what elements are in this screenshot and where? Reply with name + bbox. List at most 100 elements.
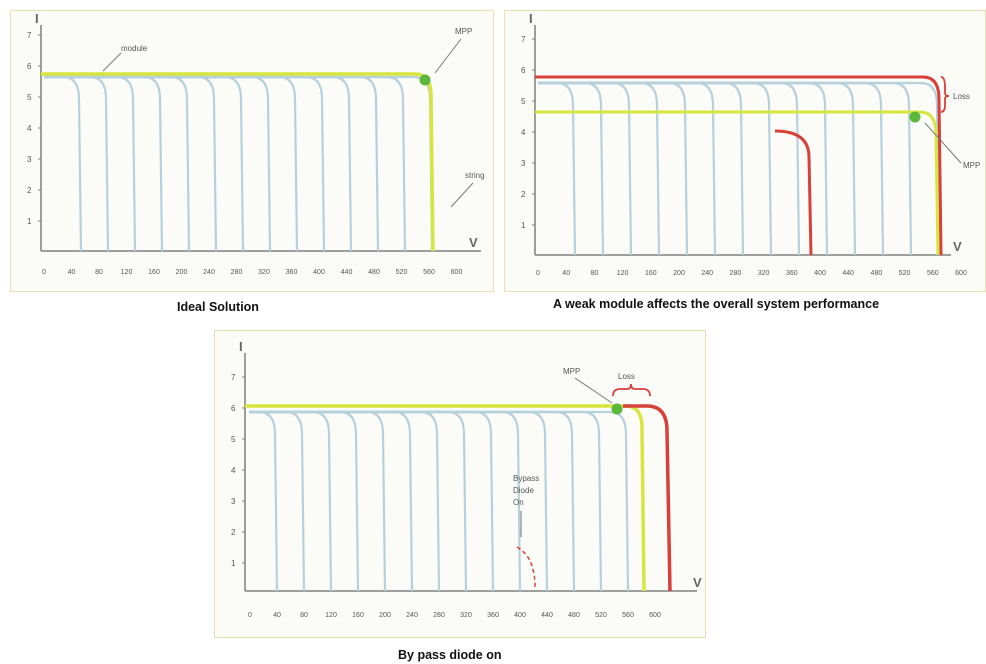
x-tick-label-560: 560 [423,269,435,276]
y-tick-label-4: 4 [521,128,526,137]
x-tick-label-160: 160 [645,270,657,277]
caption-bypass-diode: By pass diode on [398,648,502,662]
module-curve-4 [538,81,661,256]
y-tick-label-1: 1 [521,221,526,230]
bypass-label-line-1: Bypass [513,474,539,483]
x-tick-label-320: 320 [460,612,472,619]
module-curve-4 [44,75,164,252]
string-curve [245,404,646,592]
x-tick-label-40: 40 [562,270,570,277]
x-tick-label-600: 600 [451,269,463,276]
x-tick-label-160: 160 [148,269,160,276]
x-tick-label-360: 360 [487,612,499,619]
x-tick-label-120: 120 [121,269,133,276]
panel-bypass-diode: I V 1 2 3 4 5 6 7 0 40 80 120 160 200 240 280 320 360 400 44… [214,330,706,638]
y-tick-label-6: 6 [521,66,526,75]
y-tick-label-3: 3 [27,155,32,164]
x-tick-label-480: 480 [368,269,380,276]
x-tick-label-280: 280 [231,269,243,276]
mpp-point [909,111,921,123]
module-curve-1 [44,75,83,252]
module-curve-2 [538,81,605,256]
x-tick-label-240: 240 [203,269,215,276]
module-curve-1 [538,81,577,256]
module-curve-2 [44,75,110,252]
x-tick-label-520: 520 [396,269,408,276]
module-curve-11 [538,81,857,256]
loss-brace [612,383,651,397]
x-tick-label-440: 440 [842,270,854,277]
module-curve-5 [249,410,387,592]
x-tick-label-40: 40 [273,612,281,619]
x-tick-label-400: 400 [313,269,325,276]
y-tick-label-2: 2 [231,528,236,537]
axis-label-i: I [529,11,533,26]
x-tick-label-120: 120 [325,612,337,619]
bypass-dashed-curve [516,546,536,588]
module-label: module [121,44,148,53]
x-tick-label-400: 400 [814,270,826,277]
module-curve-8 [44,75,272,252]
module-curve-10 [44,75,326,252]
x-tick-label-360: 360 [786,270,798,277]
weak-string-curve [535,110,940,256]
y-tick-label-6: 6 [231,404,236,413]
y-tick-label-7: 7 [231,373,236,382]
bypass-label-line-2: Diode [513,486,534,495]
module-curve-3 [249,410,333,592]
y-tick-label-1: 1 [27,217,32,226]
panel-weak-module: I V 1 2 3 4 5 6 7 0 40 80 120 160 200 240 280 320 360 400 44… [504,10,986,292]
x-tick-label-200: 200 [673,270,685,277]
module-curve-14 [44,75,434,252]
iv-diagram-ideal: I V 1 2 3 4 5 6 7 0 40 80 120 160 200 240 280 320 360 400 44… [27,11,485,276]
mpp-point [419,74,431,86]
module-curve-5 [44,75,191,252]
x-tick-label-200: 200 [176,269,188,276]
module-curve-6 [44,75,218,252]
x-tick-label-560: 560 [622,612,634,619]
x-tick-label-600: 600 [955,270,967,277]
axis-label-i: I [35,11,39,26]
y-tick-label-2: 2 [521,190,526,199]
y-tick-label-1: 1 [231,559,236,568]
module-curve-3 [44,75,137,252]
string-label: string [465,171,485,180]
x-tick-label-280: 280 [730,270,742,277]
string-curve [41,72,435,252]
module-curve-1 [249,410,279,592]
y-tick-label-4: 4 [231,466,236,475]
y-tick-label-5: 5 [231,435,236,444]
axis-label-v: V [469,235,478,250]
x-tick-label-160: 160 [352,612,364,619]
x-tick-label-0: 0 [536,270,540,277]
bypass-string-curve [623,404,672,592]
loss-label: Loss [953,92,970,101]
y-tick-label-5: 5 [521,97,526,106]
module-curve-12 [44,75,380,252]
axis-label-v: V [953,239,962,254]
y-tick-label-7: 7 [521,35,526,44]
x-tick-label-200: 200 [379,612,391,619]
y-tick-label-4: 4 [27,124,32,133]
y-tick-label-2: 2 [27,186,32,195]
x-tick-label-120: 120 [617,270,629,277]
caption-weak-module: A weak module affects the overall system… [553,297,880,311]
weak-module-curve [774,129,813,256]
module-curve-14 [249,410,630,592]
module-curve-9 [249,410,495,592]
loss-brace [940,76,950,113]
iv-diagram-bypass-diode: I V 1 2 3 4 5 6 7 0 40 80 120 160 200 240 280 320 360 400 44… [231,339,702,619]
string-arrow [450,182,474,208]
mpp-label: MPP [563,367,580,376]
x-tick-label-80: 80 [95,269,103,276]
x-tick-label-80: 80 [591,270,599,277]
x-tick-label-80: 80 [300,612,308,619]
mpp-label: MPP [963,161,980,170]
x-tick-label-520: 520 [595,612,607,619]
y-tick-label-7: 7 [27,31,32,40]
y-tick-label-3: 3 [231,497,236,506]
caption-ideal-solution: Ideal Solution [177,300,259,314]
x-tick-label-40: 40 [68,269,76,276]
x-tick-label-440: 440 [541,612,553,619]
module-arrow [102,52,122,72]
